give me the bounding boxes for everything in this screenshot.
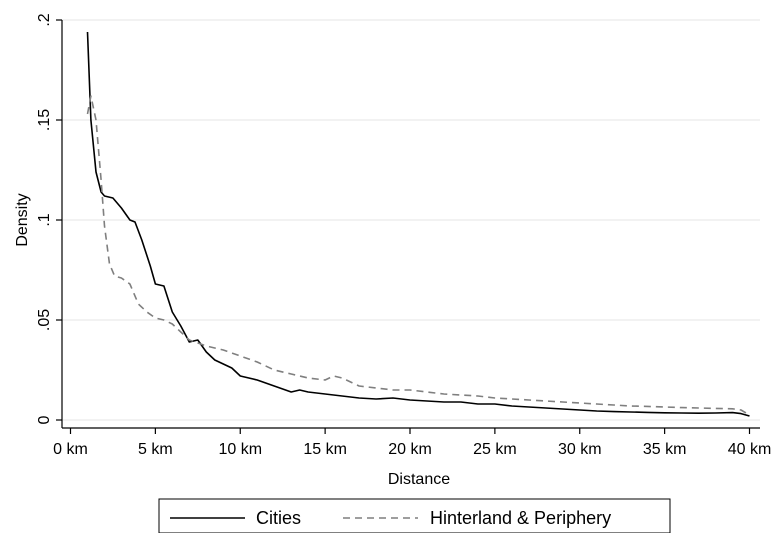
x-axis-title: Distance <box>388 471 450 488</box>
y-axis-title: Density <box>14 193 31 246</box>
legend-hinterland-label: Hinterland & Periphery <box>430 508 611 528</box>
y-tick-label: 0 <box>36 415 53 424</box>
series-lines <box>86 31 750 417</box>
cities-line <box>86 31 750 417</box>
x-tick-label: 0 km <box>53 441 88 458</box>
hinterland-periphery-line <box>86 95 750 416</box>
x-tick-label: 25 km <box>473 441 517 458</box>
gridlines <box>62 19 760 421</box>
legend-cities-label: Cities <box>256 508 301 528</box>
x-tick-label: 10 km <box>218 441 262 458</box>
x-tick-label: 20 km <box>388 441 432 458</box>
axes <box>61 20 760 429</box>
x-tick-label: 5 km <box>138 441 173 458</box>
ticks: 0 .05 .1 .15 .2 0 km 5 km 10 km 15 km 20 km 25 km 3… <box>36 13 771 458</box>
y-tick-label: .05 <box>36 309 53 331</box>
x-tick-label: 30 km <box>558 441 602 458</box>
x-tick-label: 35 km <box>643 441 687 458</box>
x-tick-label: 40 km <box>728 441 772 458</box>
y-tick-label: .2 <box>36 13 53 26</box>
y-tick-label: .15 <box>36 109 53 131</box>
x-tick-label: 15 km <box>303 441 347 458</box>
legend-box <box>158 498 671 533</box>
legend: Cities Hinterland & Periphery <box>158 498 671 533</box>
y-tick-label: .1 <box>36 213 53 226</box>
